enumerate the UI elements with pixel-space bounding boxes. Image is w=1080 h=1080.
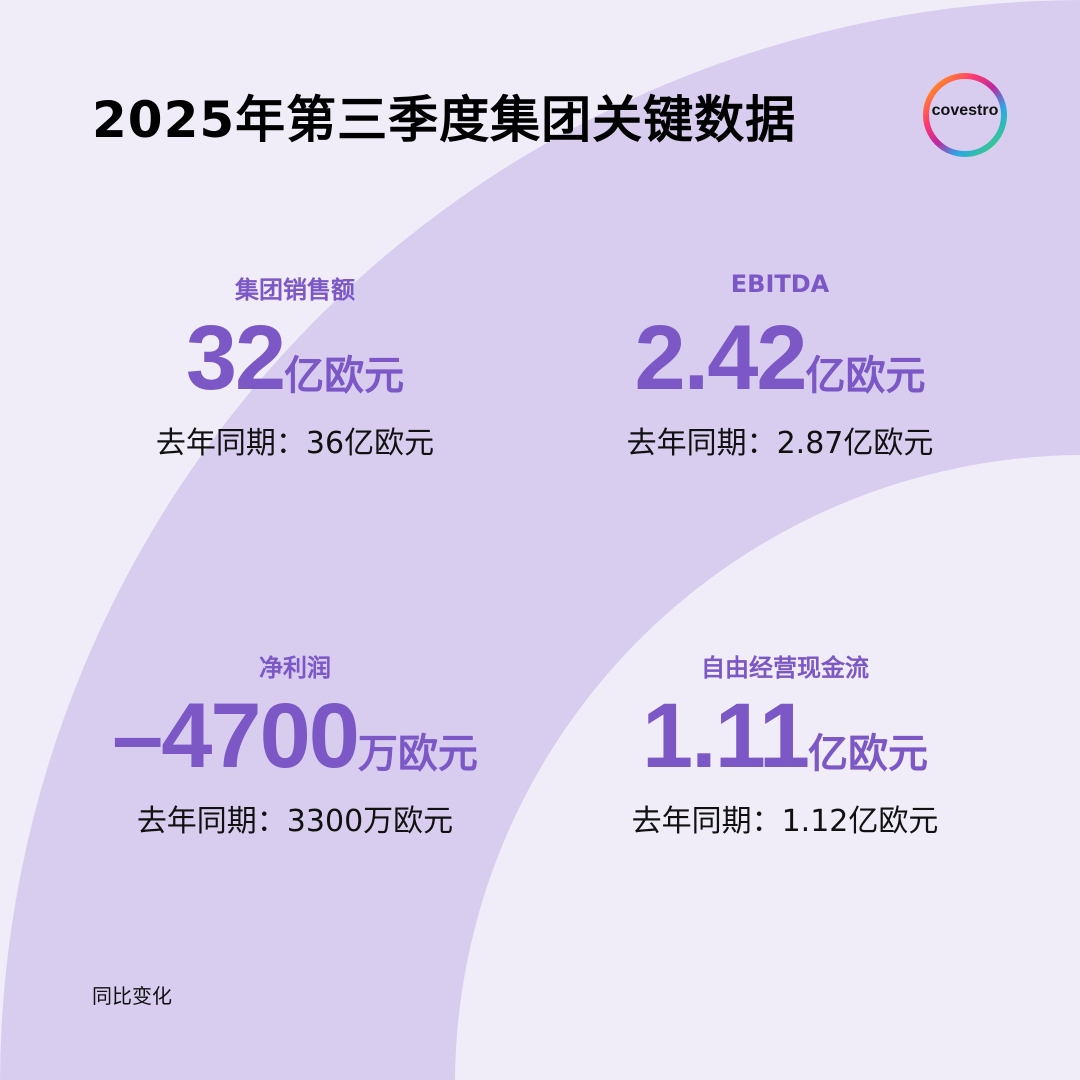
kpi-value: 32 [185,307,286,409]
kpi-previous: 去年同期：2.87亿欧元 [626,426,934,461]
page-title: 2025年第三季度集团关键数据 [92,91,797,149]
kpi-label: 自由经营现金流 [701,654,869,682]
kpi-free-operating-cash-flow: 自由经营现金流 1.11亿欧元 去年同期：1.12亿欧元 [525,648,1045,840]
kpi-previous: 去年同期：36亿欧元 [155,426,435,461]
kpi-value: 1.11 [642,685,810,787]
kpi-label: EBITDA [730,270,830,298]
kpi-previous: 去年同期：1.12亿欧元 [631,804,939,839]
kpi-unit: 万欧元 [357,731,478,777]
kpi-label: 净利润 [259,654,331,682]
footnote: 同比变化 [92,984,172,1008]
kpi-group-sales: 集团销售额 32亿欧元 去年同期：36亿欧元 [35,270,555,462]
logo-text: covestro [931,102,999,119]
kpi-unit: 亿欧元 [284,353,405,399]
kpi-previous: 去年同期：3300万欧元 [136,804,454,839]
kpi-value: 2.42 [634,307,807,409]
covestro-logo [923,73,1007,157]
kpi-ebitda: EBITDA 2.42亿欧元 去年同期：2.87亿欧元 [520,270,1040,462]
kpi-value: –4700 [112,685,360,787]
kpi-net-income: 净利润 –4700万欧元 去年同期：3300万欧元 [35,648,555,840]
kpi-unit: 亿欧元 [807,731,928,777]
kpi-label: 集团销售额 [235,276,355,304]
kpi-unit: 亿欧元 [805,353,926,399]
